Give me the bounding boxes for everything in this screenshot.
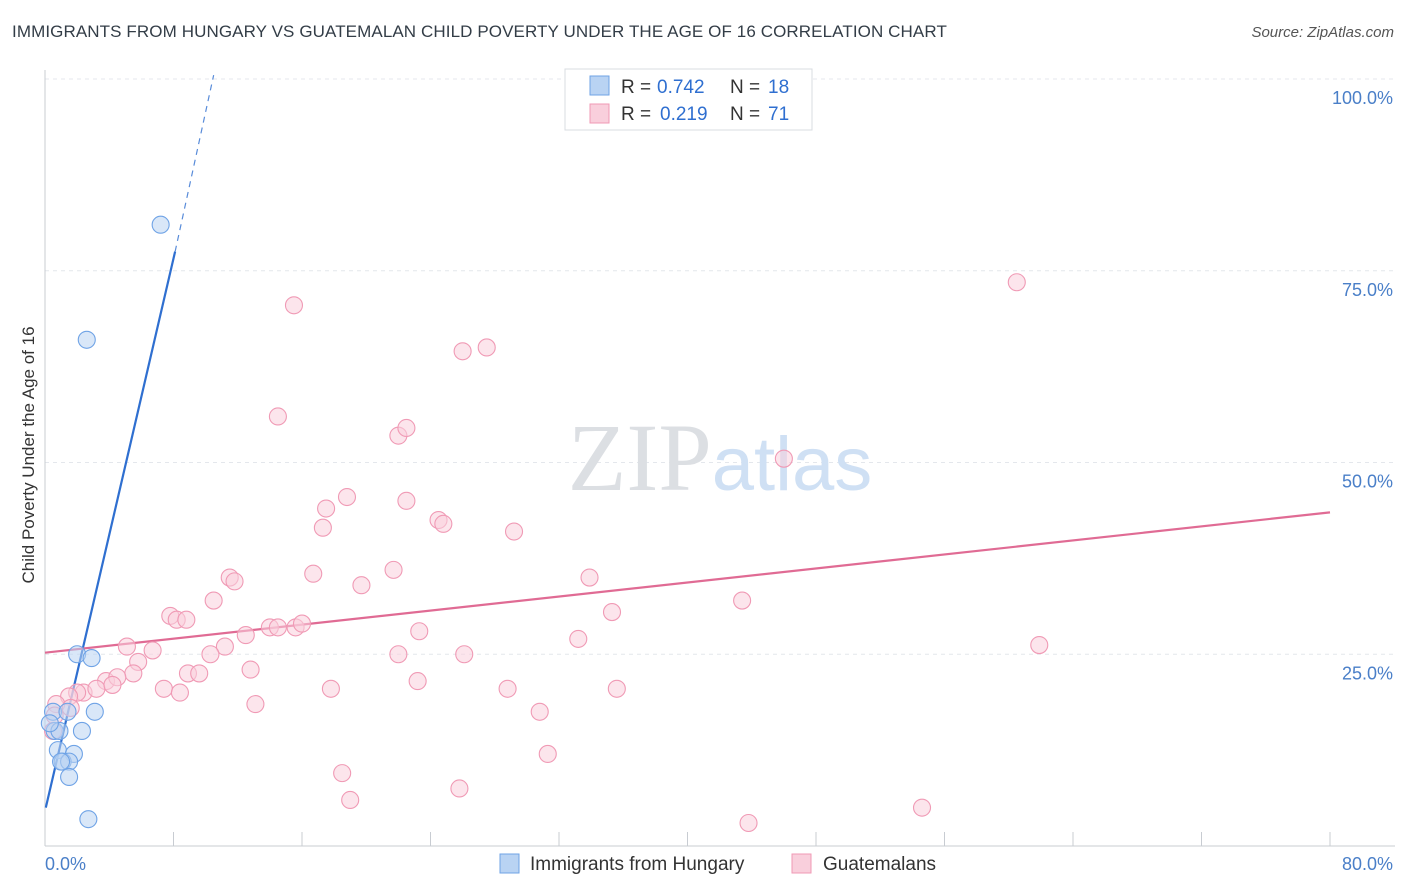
guatemalan-point-53: [321, 679, 340, 698]
x-tick-labels: 0.0% 80.0%: [45, 854, 1393, 874]
guatemalan-point-3: [477, 338, 496, 357]
guatemalan-point-52: [170, 683, 189, 702]
legend-n-label-2: N =: [730, 104, 760, 125]
guatemalan-point-33: [569, 629, 588, 648]
guatemalan-point-50: [103, 675, 122, 694]
guatemalan-point-16: [225, 572, 244, 591]
legend-r-value-1: 0.742: [657, 77, 705, 98]
guatemalan-point-27: [268, 618, 287, 637]
guatemalan-point-6: [397, 418, 416, 438]
guatemalan-point-61: [246, 695, 265, 714]
watermark-atlas: atlas: [712, 422, 873, 507]
guatemalan-point-21: [204, 591, 223, 610]
guatemalan-point-66: [333, 764, 352, 783]
bottom-legend-swatch-guatemalans: [791, 853, 812, 874]
guatemalan-point-62: [530, 702, 549, 721]
bottom-legend-guatemalans: Guatemalans: [823, 854, 936, 875]
legend-n-value-1: 18: [768, 77, 789, 98]
x-tick-label-1: 80.0%: [1342, 854, 1393, 874]
y-axis-label: Child Poverty Under the Age of 16: [19, 326, 38, 583]
legend-r-label-1: R =: [621, 77, 651, 98]
guatemalan-point-25: [177, 610, 196, 629]
guatemalan-point-69: [912, 798, 932, 817]
hungary-point-16: [40, 714, 59, 733]
guatemalan-point-44: [190, 664, 209, 683]
guatemalan-point-10: [397, 491, 416, 510]
guatemalan-point-70: [739, 813, 758, 833]
guatemalan-point-18: [352, 576, 371, 595]
y-tick-label-1: 50.0%: [1342, 472, 1393, 492]
grid: [45, 78, 1395, 655]
guatemalan-point-19: [384, 560, 403, 579]
hungary-trend-extension: [174, 75, 215, 252]
legend-r-label-2: R =: [621, 104, 651, 125]
guatemalan-point-22: [733, 591, 752, 610]
guatemalan-point-8: [337, 487, 357, 507]
data-points: [40, 215, 1049, 833]
guatemalan-point-1: [284, 296, 304, 315]
chart-title: IMMIGRANTS FROM HUNGARY VS GUATEMALAN CH…: [12, 22, 947, 41]
guatemalan-point-4: [268, 407, 287, 426]
guatemalan-point-0: [1007, 273, 1026, 292]
guatemalan-point-39: [455, 645, 474, 664]
guatemalan-point-32: [236, 626, 255, 645]
bottom-legend-swatch-hungary: [499, 853, 520, 874]
guatemalan-point-56: [607, 679, 626, 698]
watermark-zip: ZIP: [568, 404, 712, 511]
guatemalan-point-29: [292, 614, 312, 633]
guatemalan-point-13: [434, 514, 453, 533]
guatemalan-point-34: [117, 637, 136, 656]
guatemalan-point-11: [313, 518, 332, 537]
y-tick-label-3: 100.0%: [1332, 88, 1393, 108]
hungary-point-9: [72, 721, 91, 741]
legend-swatch-guatemalans: [589, 103, 610, 124]
guatemalan-point-37: [201, 645, 220, 664]
guatemalan-point-20: [580, 568, 599, 587]
legend-r-value-2: 0.219: [660, 104, 708, 125]
guatemalan-point-9: [317, 499, 336, 518]
y-tick-labels: 25.0% 50.0% 75.0% 100.0%: [1332, 88, 1393, 683]
guatemalan-point-49: [87, 679, 106, 698]
guatemalan-point-38: [389, 645, 408, 664]
guatemalan-point-17: [304, 564, 323, 583]
guatemalan-point-2: [453, 342, 472, 361]
guatemalan-point-31: [602, 603, 622, 622]
hungary-point-3: [82, 649, 101, 668]
guatemalan-point-51: [154, 679, 173, 698]
legend-n-value-2: 71: [768, 104, 789, 125]
guatemalan-point-7: [774, 449, 793, 468]
hungary-point-15: [79, 810, 98, 829]
y-tick-label-0: 25.0%: [1342, 663, 1393, 683]
guatemalan-trend-line: [44, 511, 1331, 654]
guatemalan-point-35: [143, 641, 162, 660]
guatemalan-point-67: [341, 790, 360, 810]
bottom-legend: Immigrants from Hungary Guatemalans: [499, 853, 936, 875]
y-tick-label-2: 75.0%: [1342, 280, 1393, 300]
hungary-point-6: [85, 702, 104, 721]
legend-n-label-1: N =: [730, 77, 760, 98]
guatemalan-point-55: [498, 679, 517, 698]
guatemalan-point-42: [124, 664, 143, 683]
legend: R = 0.742 N = 18 R = 0.219 N = 71: [564, 68, 813, 131]
hungary-point-1: [77, 330, 96, 349]
x-tick-label-0: 0.0%: [45, 854, 86, 874]
hungary-point-17: [52, 752, 71, 771]
guatemalan-point-68: [450, 779, 469, 798]
legend-swatch-hungary: [589, 75, 610, 96]
guatemalan-point-36: [215, 637, 234, 656]
guatemalan-point-30: [410, 622, 429, 641]
watermark: ZIPatlas: [568, 404, 873, 511]
guatemalan-point-54: [408, 672, 427, 691]
chart-source: Source: ZipAtlas.com: [1251, 24, 1394, 41]
guatemalan-point-40: [1030, 635, 1049, 655]
hungary-point-14: [60, 767, 79, 787]
guatemalan-point-65: [538, 744, 557, 764]
guatemalan-point-45: [241, 660, 260, 679]
bottom-legend-hungary: Immigrants from Hungary: [530, 854, 745, 875]
guatemalan-point-14: [504, 522, 524, 541]
hungary-point-5: [58, 702, 77, 721]
hungary-point-0: [151, 215, 170, 234]
